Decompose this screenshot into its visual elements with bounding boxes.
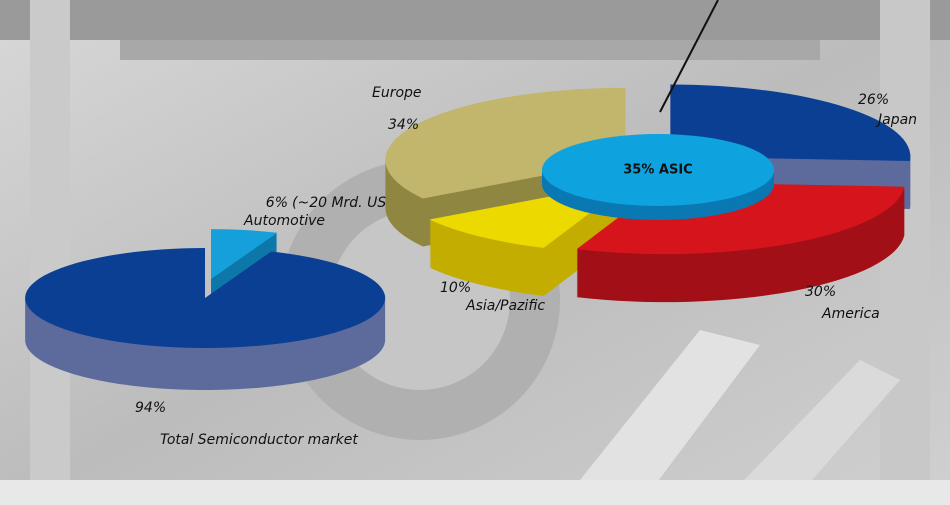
category-label: Japan — [875, 112, 917, 128]
pie-slice — [211, 229, 278, 280]
pie-slice — [25, 248, 386, 348]
category-label: Automotive — [243, 213, 325, 229]
annotation: (~20 Mrd. USD) — [292, 195, 402, 211]
value-label: 30% — [805, 284, 836, 300]
category-label: Asia/Pazific — [465, 298, 545, 314]
value-label: 34% — [388, 117, 419, 133]
value-label: 6% — [266, 195, 288, 211]
category-label: America — [821, 306, 880, 322]
value-label: 94% — [135, 400, 166, 416]
asic-disk — [542, 134, 774, 206]
pointer-line — [659, 0, 719, 113]
annotation: 35% ASIC — [623, 163, 692, 178]
category-label: Total Semiconductor market — [160, 432, 358, 448]
category-label: Europe — [372, 85, 422, 101]
value-label: 26% — [858, 92, 889, 108]
value-label: 10% — [440, 280, 471, 296]
